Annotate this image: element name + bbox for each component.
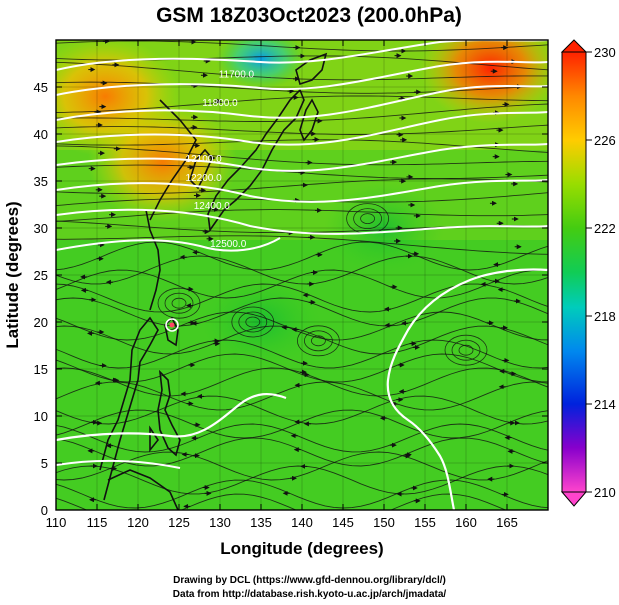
contour-label: 12200.0 [186,173,223,184]
x-tick-label: 135 [250,515,272,530]
eddy [296,325,340,357]
x-axis-label: Longitude (degrees) [220,539,383,558]
y-tick-label: 40 [34,127,48,142]
x-tick-label: 125 [168,515,190,530]
eddy [458,344,474,356]
x-tick-label: 110 [46,515,67,530]
y-tick-label: 25 [34,268,48,283]
eddy [164,292,194,314]
streamline [56,139,548,153]
streamline [56,465,548,495]
colorbar-scale [561,51,587,493]
y-tick-label: 15 [34,362,48,377]
contour-label: 11700.0 [219,70,255,81]
streamline [56,103,548,122]
geopotential-contours [56,40,548,510]
streamline [56,479,548,509]
y-tick-label: 20 [34,315,48,330]
eddy [451,339,481,361]
x-tick-label: 165 [496,515,518,530]
streamline [56,40,548,52]
streamline [56,493,507,510]
streamline [56,423,548,453]
x-tick-label: 145 [332,515,354,530]
contour-label: 11800.0 [202,98,238,109]
streamline [56,339,548,369]
colorbar-tick-label: 230 [594,45,616,60]
y-tick-label: 45 [34,80,48,95]
streamline [56,381,548,411]
contour-label: 12500.0 [210,239,247,250]
contour-label: 12100.0 [186,154,223,165]
x-tick-label: 130 [209,515,231,530]
temperature-hotspot [201,277,321,367]
streamline [56,283,548,313]
colorbar-tick-label: 210 [594,485,616,500]
eddy [303,330,333,352]
y-tick-label: 30 [34,221,48,236]
x-tick-label: 120 [127,515,149,530]
streamline [56,353,548,383]
y-tick-label: 10 [34,409,48,424]
eddy [231,306,275,338]
y-axis-label: Latitude (degrees) [3,201,22,348]
y-tick-label: 0 [41,503,48,518]
colorbar-tick-label: 218 [594,309,616,324]
x-tick-label: 160 [455,515,477,530]
eddy [353,208,383,230]
chart-title: GSM 18Z03Oct2023 (200.0hPa) [156,4,462,27]
x-axis: 110 115 120 125 130 135 140 145 150 155 160 165 [46,40,518,530]
streamline [56,437,548,467]
eddy [444,334,488,366]
eddy [245,316,261,328]
eddy [238,311,268,333]
colorbar-tick-label: 226 [594,133,616,148]
x-tick-label: 140 [291,515,313,530]
x-tick-label: 155 [414,515,436,530]
colorbar-tick-label: 214 [594,397,616,412]
wind-streamlines [56,40,548,510]
contour-label: 12400.0 [194,201,231,212]
colorbar-bottom-arrow [560,491,588,507]
streamline [56,164,548,180]
streamline [56,61,548,81]
streamline [56,95,548,113]
streamline [56,325,548,355]
colorbar-ticks: 210 214 218 222 226 230 [586,45,616,500]
credit-drawing: Drawing by DCL (https://www.gfd-dennou.o… [173,575,446,586]
y-tick-label: 35 [34,174,48,189]
contour-labels: 11700.0 11800.0 12100.0 12200.0 12400.0 12500… [186,70,255,250]
streamline [56,178,548,195]
streamline [56,311,548,341]
plot-area: 11700.0 11800.0 12100.0 12200.0 12400.0 12500… [56,40,548,510]
x-tick-label: 150 [373,515,395,530]
streamline [56,209,548,222]
temperature-hotspot [420,40,548,124]
x-tick-label: 115 [87,515,108,530]
eddy [360,213,376,225]
streamline [56,81,548,94]
colorbar-tick-label: 222 [594,221,616,236]
streamline [56,395,548,425]
y-axis: 0 5 10 15 20 25 30 35 40 45 [34,80,548,518]
colorbar-top-arrow [560,39,588,53]
streamline [56,409,548,439]
eddy [157,287,201,319]
eddy [171,297,187,309]
streamline [56,367,548,397]
temperature-hotspot [216,40,306,89]
y-tick-label: 5 [41,456,48,471]
eddy [310,335,326,347]
colorbar: 210 214 218 222 226 230 [560,39,616,507]
credit-data: Data from http://database.rish.kyoto-u.a… [172,589,447,600]
